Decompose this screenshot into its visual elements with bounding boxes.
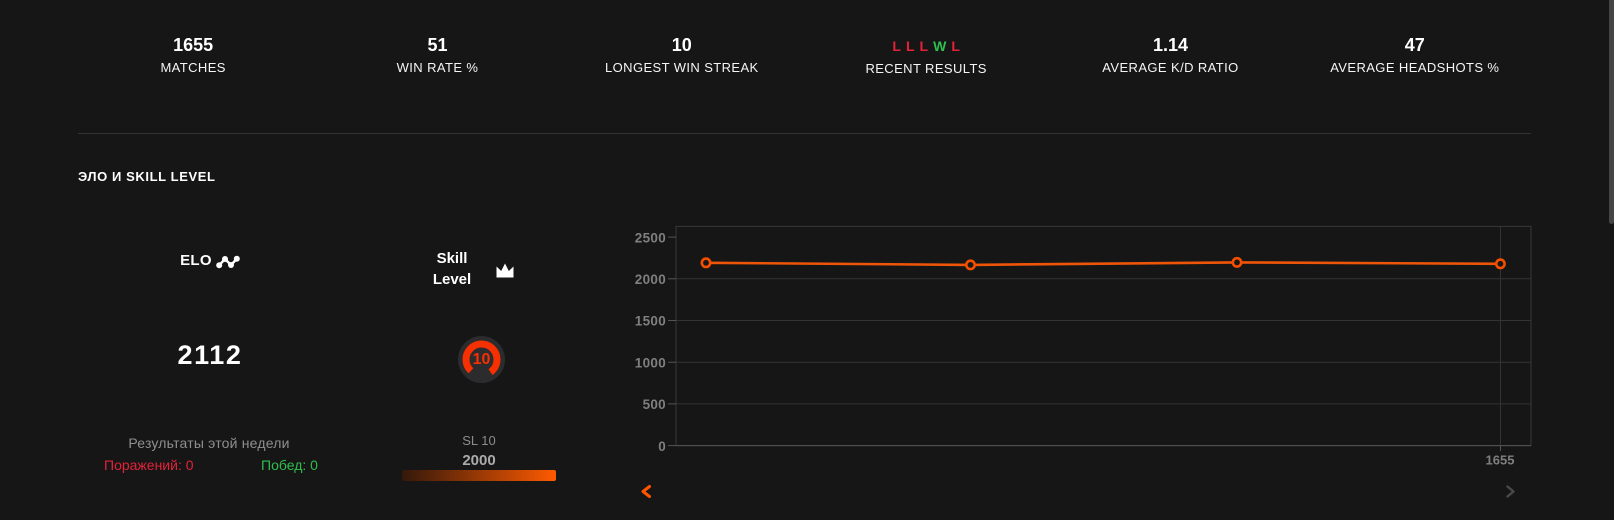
- svg-text:1655: 1655: [1486, 453, 1515, 468]
- svg-text:0: 0: [658, 439, 666, 454]
- svg-text:1500: 1500: [635, 314, 666, 329]
- svg-text:2500: 2500: [635, 230, 666, 245]
- svg-text:1000: 1000: [635, 355, 666, 370]
- svg-text:2000: 2000: [635, 272, 666, 287]
- svg-text:500: 500: [643, 397, 666, 412]
